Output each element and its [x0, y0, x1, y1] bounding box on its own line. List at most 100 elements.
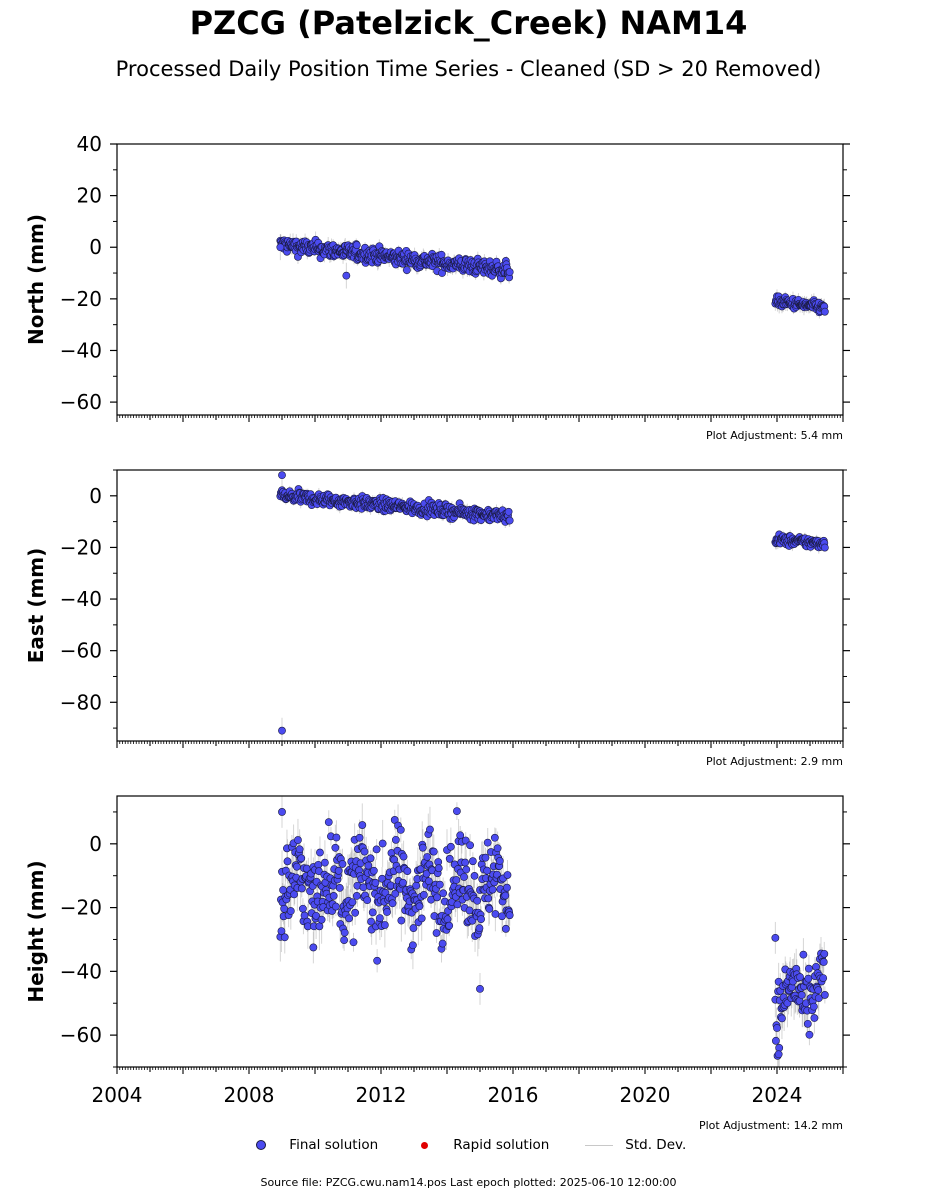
height-final-point — [368, 908, 377, 917]
height-final-point — [351, 908, 360, 917]
height-final-point — [286, 907, 295, 915]
height-final-point — [461, 836, 470, 845]
height-final-point — [371, 878, 380, 887]
height-final-point — [774, 1050, 783, 1059]
height-final-point — [797, 991, 806, 999]
height-final-point — [820, 949, 829, 958]
height-plot-adjustment: Plot Adjustment: 14.2 mm — [698, 1119, 843, 1132]
height-final-point — [399, 852, 408, 861]
height-final-point — [485, 905, 494, 913]
north-final-point — [352, 241, 361, 249]
height-final-point — [415, 902, 424, 911]
height-final-point — [290, 890, 298, 899]
height-final-point — [819, 958, 828, 966]
east-y-tick-label: 0 — [89, 484, 102, 508]
height-y-tick-label: −40 — [60, 959, 102, 983]
height-final-point — [295, 845, 304, 854]
east-final-point — [504, 507, 513, 516]
source-file-note: Source file: PZCG.cwu.nam14.pos Last epo… — [260, 1176, 677, 1189]
height-final-point — [317, 915, 326, 924]
height-final-point — [297, 854, 306, 863]
height-final-point — [819, 974, 828, 982]
height-final-point — [426, 825, 434, 834]
x-tick-label: 2024 — [752, 1083, 803, 1107]
height-final-point — [345, 914, 353, 923]
north-final-point — [402, 266, 411, 274]
east-y-tick-label: −60 — [60, 639, 102, 663]
height-final-point — [488, 885, 497, 894]
height-final-point — [477, 915, 485, 924]
height-final-point — [773, 1024, 781, 1032]
height-final-point — [283, 857, 292, 866]
height-final-point — [391, 889, 400, 898]
north-plot-adjustment: Plot Adjustment: 5.4 mm — [705, 429, 843, 442]
height-final-point — [799, 950, 808, 959]
height-final-point — [433, 893, 441, 902]
height-final-point — [498, 912, 506, 921]
height-final-point — [445, 854, 454, 863]
height-final-point — [338, 860, 347, 868]
height-final-point — [484, 894, 493, 903]
height-final-point — [332, 833, 341, 842]
height-final-point — [367, 917, 375, 926]
height-final-point — [369, 866, 378, 875]
x-tick-label: 2016 — [488, 1083, 539, 1107]
east-final-point — [505, 516, 514, 525]
height-final-point — [372, 845, 381, 854]
height-final-point — [820, 991, 829, 999]
east-final-point — [278, 726, 286, 735]
height-final-point — [462, 865, 471, 874]
height-final-point — [349, 938, 358, 947]
height-final-point — [452, 807, 461, 816]
height-final-point — [297, 884, 306, 893]
height-final-point — [277, 927, 286, 935]
height-final-point — [453, 900, 462, 909]
height-final-point — [805, 1030, 814, 1039]
height-final-point — [383, 908, 391, 916]
height-final-point — [348, 898, 357, 907]
height-final-point — [501, 924, 510, 933]
height-final-point — [391, 835, 400, 844]
height-final-point — [316, 848, 324, 857]
x-tick-label: 2020 — [620, 1083, 671, 1107]
height-final-point — [399, 878, 407, 887]
height-final-point — [419, 890, 428, 899]
height-final-point — [340, 928, 349, 937]
height-final-point — [432, 929, 441, 937]
height-final-point — [355, 833, 364, 842]
height-final-point — [473, 896, 482, 905]
height-final-point — [505, 911, 514, 920]
height-final-point — [364, 861, 373, 870]
height-final-point — [475, 924, 484, 933]
x-tick-label: 2004 — [92, 1083, 143, 1107]
legend-std-label: Std. Dev. — [625, 1137, 687, 1153]
height-final-point — [335, 883, 344, 892]
height-final-point — [814, 986, 823, 995]
height-final-point — [331, 902, 340, 911]
height-final-point — [778, 1014, 786, 1023]
height-y-tick-label: −20 — [60, 896, 102, 920]
height-final-point — [434, 864, 443, 873]
height-final-point — [809, 1002, 818, 1011]
height-final-point — [292, 862, 301, 871]
height-final-point — [409, 924, 418, 932]
east-plot-adjustment: Plot Adjustment: 2.9 mm — [705, 755, 843, 768]
height-final-point — [378, 839, 387, 848]
height-final-point — [380, 921, 389, 929]
legend-rapid: Rapid solution — [421, 1137, 549, 1153]
height-final-point — [501, 891, 510, 900]
height-final-point — [483, 866, 492, 875]
east-final-point — [820, 543, 829, 552]
height-final-point — [280, 904, 289, 913]
legend-final-label: Final solution — [289, 1137, 379, 1153]
height-y-tick-label: 0 — [89, 832, 102, 856]
north-final-point — [820, 307, 829, 316]
x-tick-label: 2008 — [224, 1083, 275, 1107]
height-final-point — [466, 841, 474, 850]
height-final-point — [446, 842, 455, 851]
height-final-point — [495, 857, 504, 865]
height-final-point — [468, 857, 477, 866]
height-final-point — [439, 889, 448, 898]
legend-final: Final solution — [256, 1137, 378, 1153]
